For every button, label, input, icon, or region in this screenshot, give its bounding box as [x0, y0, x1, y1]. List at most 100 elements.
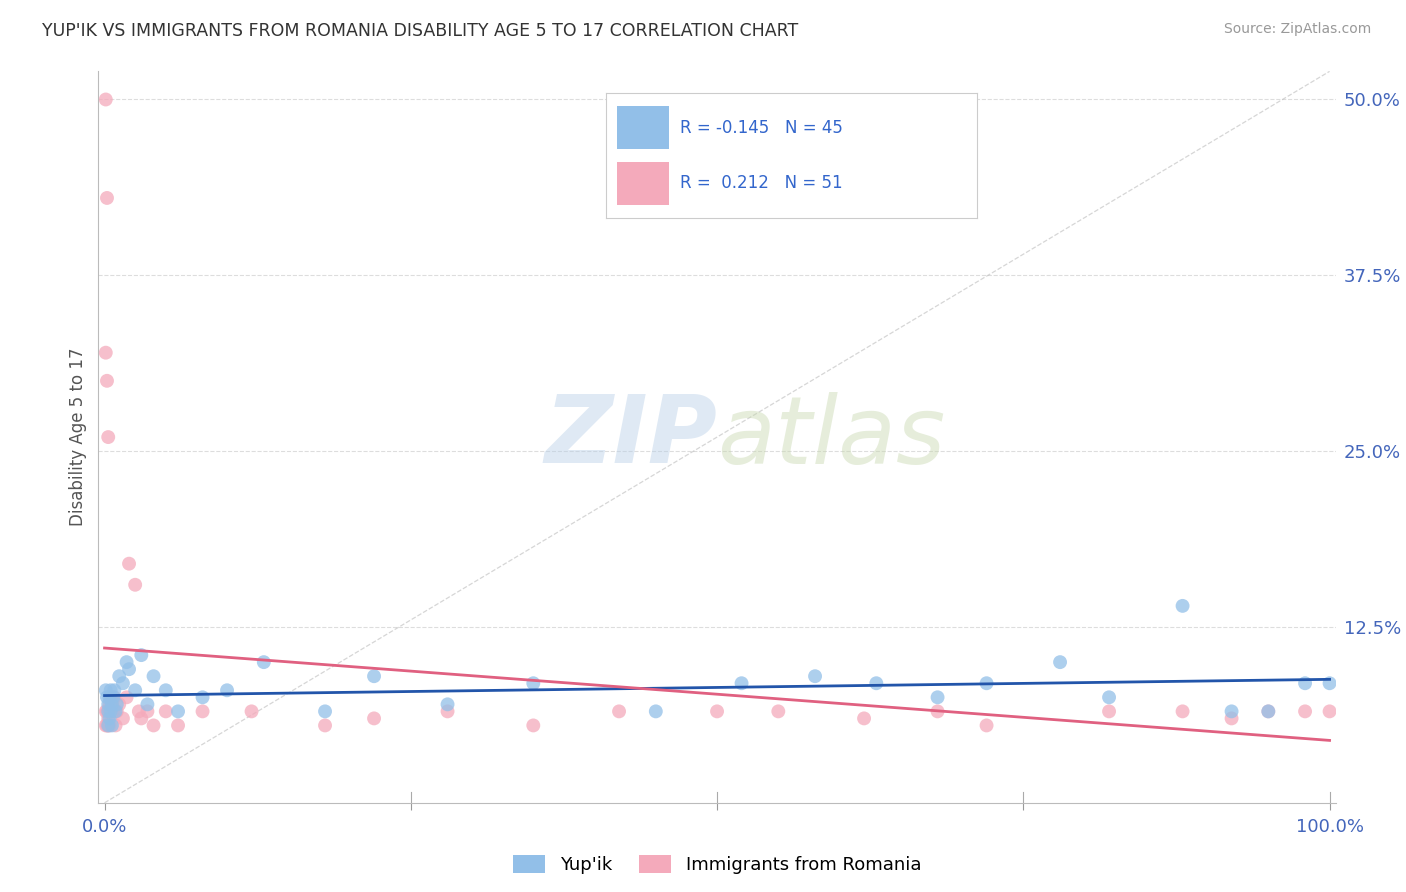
Text: atlas: atlas [717, 392, 945, 483]
Point [111, 711, 134, 725]
Point [768, 705, 790, 719]
Point [314, 705, 336, 719]
Point [191, 705, 214, 719]
Text: Source: ZipAtlas.com: Source: ZipAtlas.com [1223, 22, 1371, 37]
Point [136, 705, 159, 719]
Point [1257, 705, 1279, 719]
Point [100, 705, 122, 719]
Point [94, 683, 117, 698]
Point [104, 718, 127, 732]
Point [976, 676, 998, 690]
Point [96, 374, 118, 388]
Point [118, 662, 141, 676]
Point [522, 676, 544, 690]
Point [1098, 690, 1121, 705]
Point [853, 711, 876, 725]
Point [98, 690, 121, 705]
Point [1319, 676, 1341, 690]
Point [363, 711, 385, 725]
Point [97, 718, 120, 732]
Point [98, 705, 121, 719]
Point [1220, 705, 1243, 719]
Point [215, 683, 238, 698]
Text: YUP'IK VS IMMIGRANTS FROM ROMANIA DISABILITY AGE 5 TO 17 CORRELATION CHART: YUP'IK VS IMMIGRANTS FROM ROMANIA DISABI… [42, 22, 799, 40]
Point [1220, 711, 1243, 725]
Point [100, 690, 122, 705]
Point [97, 698, 120, 712]
Point [103, 690, 125, 705]
Point [314, 718, 336, 732]
Point [436, 705, 458, 719]
Point [101, 705, 124, 719]
Point [1171, 599, 1194, 613]
Y-axis label: Disability Age 5 to 17: Disability Age 5 to 17 [69, 348, 87, 526]
Point [927, 705, 949, 719]
Point [96, 705, 118, 719]
Point [155, 683, 177, 698]
Point [804, 669, 827, 683]
Point [96, 191, 118, 205]
Point [103, 683, 125, 698]
Point [97, 430, 120, 444]
Point [1294, 705, 1316, 719]
Point [115, 655, 138, 669]
Point [191, 690, 214, 705]
Point [100, 683, 122, 698]
Point [105, 698, 128, 712]
Point [522, 718, 544, 732]
Point [706, 705, 728, 719]
Point [101, 690, 124, 705]
Point [94, 345, 117, 359]
Point [98, 698, 121, 712]
Point [96, 690, 118, 705]
Point [155, 705, 177, 719]
Point [94, 705, 117, 719]
Point [129, 648, 152, 662]
Legend: Yup'ik, Immigrants from Romania: Yup'ik, Immigrants from Romania [506, 847, 928, 881]
Point [100, 705, 122, 719]
Point [101, 698, 124, 712]
Point [1257, 705, 1279, 719]
Point [1049, 655, 1071, 669]
Point [167, 705, 190, 719]
Point [1098, 705, 1121, 719]
Point [976, 718, 998, 732]
Point [730, 676, 752, 690]
Point [1171, 705, 1194, 719]
Point [94, 93, 117, 107]
Point [111, 676, 134, 690]
Point [128, 705, 150, 719]
Point [1319, 705, 1341, 719]
Point [124, 683, 146, 698]
Point [97, 705, 120, 719]
Point [101, 698, 124, 712]
Point [607, 705, 630, 719]
Point [98, 718, 121, 732]
Point [124, 578, 146, 592]
Point [240, 705, 263, 719]
Point [136, 698, 159, 712]
Point [97, 718, 120, 732]
Point [97, 711, 120, 725]
Point [96, 718, 118, 732]
Text: ZIP: ZIP [544, 391, 717, 483]
Point [94, 718, 117, 732]
Point [644, 705, 666, 719]
Point [98, 711, 121, 725]
Point [118, 557, 141, 571]
Point [115, 690, 138, 705]
Point [865, 676, 887, 690]
Point [363, 669, 385, 683]
Point [1294, 676, 1316, 690]
Point [108, 698, 131, 712]
Point [253, 655, 276, 669]
Point [436, 698, 458, 712]
Point [142, 718, 165, 732]
Point [108, 669, 131, 683]
Point [97, 705, 120, 719]
Point [927, 690, 949, 705]
Point [105, 705, 128, 719]
Point [104, 705, 127, 719]
Point [101, 718, 124, 732]
Point [167, 718, 190, 732]
